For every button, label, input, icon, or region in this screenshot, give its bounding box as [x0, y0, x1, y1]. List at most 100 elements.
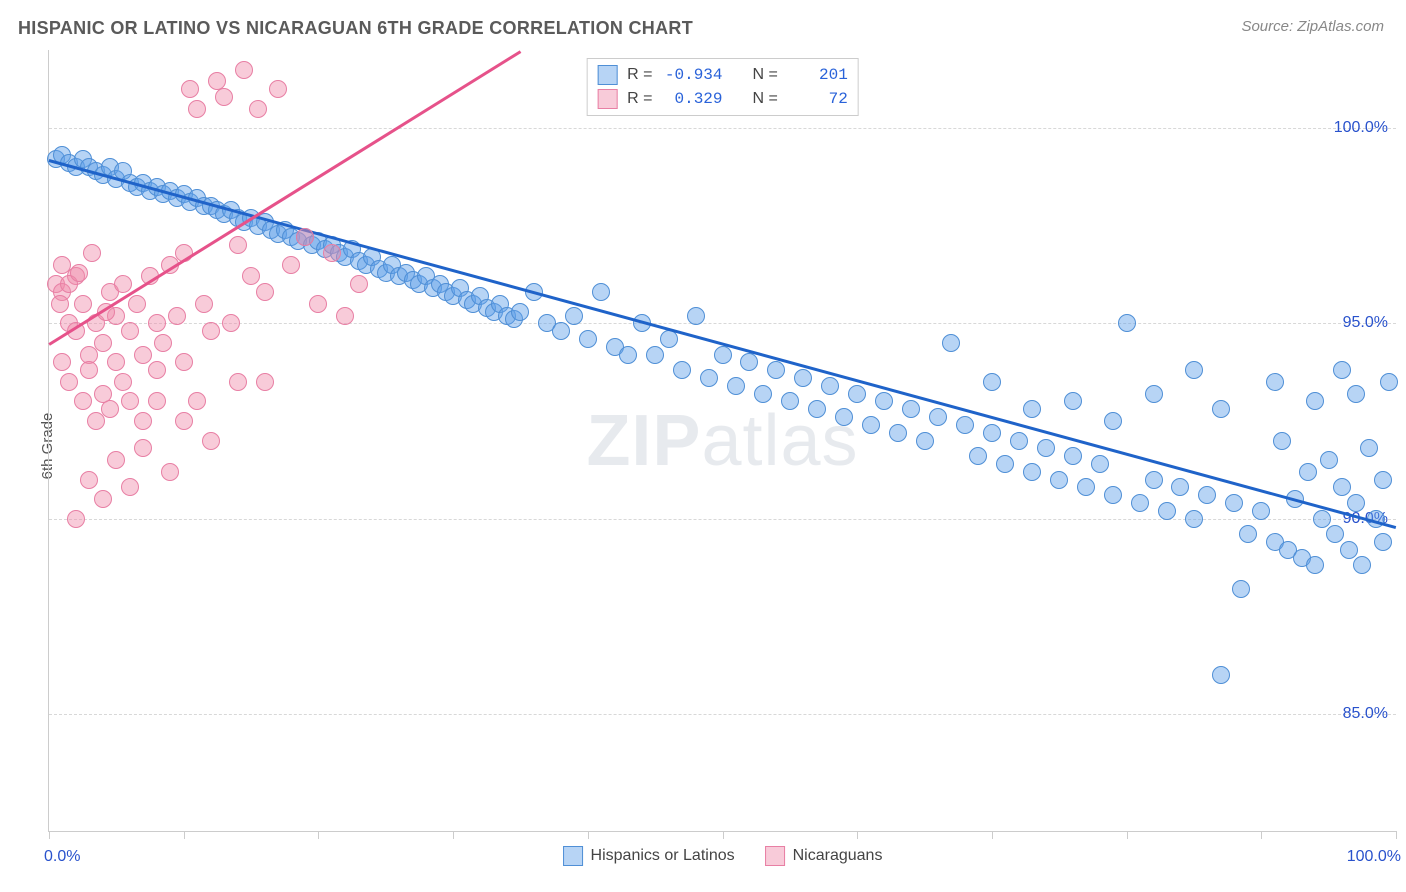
data-point: [673, 361, 691, 379]
data-point: [249, 100, 267, 118]
data-point: [862, 416, 880, 434]
series-legend: Hispanics or Latinos Nicaraguans: [563, 846, 883, 866]
source-label: Source: ZipAtlas.com: [1241, 18, 1384, 35]
x-tick: [992, 831, 993, 839]
swatch-nicaraguan: [597, 89, 617, 109]
data-point: [1347, 494, 1365, 512]
data-point: [229, 236, 247, 254]
data-point: [1333, 478, 1351, 496]
data-point: [1037, 439, 1055, 457]
data-point: [754, 385, 772, 403]
data-point: [154, 334, 172, 352]
data-point: [80, 471, 98, 489]
data-point: [134, 346, 152, 364]
data-point: [101, 400, 119, 418]
data-point: [835, 408, 853, 426]
data-point: [1273, 432, 1291, 450]
data-point: [714, 346, 732, 364]
data-point: [148, 392, 166, 410]
data-point: [175, 353, 193, 371]
data-point: [235, 61, 253, 79]
data-point: [1320, 451, 1338, 469]
data-point: [1145, 385, 1163, 403]
data-point: [74, 392, 92, 410]
data-point: [53, 353, 71, 371]
data-point: [1360, 439, 1378, 457]
data-point: [767, 361, 785, 379]
data-point: [996, 455, 1014, 473]
data-point: [350, 275, 368, 293]
data-point: [256, 283, 274, 301]
x-max-label: 100.0%: [1347, 848, 1401, 866]
y-tick-label: 95.0%: [1343, 314, 1388, 332]
data-point: [282, 256, 300, 274]
data-point: [1118, 314, 1136, 332]
swatch-hispanic: [597, 65, 617, 85]
data-point: [1347, 385, 1365, 403]
data-point: [94, 334, 112, 352]
data-point: [107, 451, 125, 469]
data-point: [1374, 471, 1392, 489]
data-point: [1313, 510, 1331, 528]
data-point: [148, 314, 166, 332]
data-point: [740, 353, 758, 371]
data-point: [80, 361, 98, 379]
data-point: [1185, 510, 1203, 528]
data-point: [969, 447, 987, 465]
data-point: [181, 80, 199, 98]
x-min-label: 0.0%: [44, 848, 80, 866]
data-point: [74, 295, 92, 313]
data-point: [1198, 486, 1216, 504]
data-point: [889, 424, 907, 442]
data-point: [1010, 432, 1028, 450]
data-point: [202, 322, 220, 340]
data-point: [794, 369, 812, 387]
data-point: [296, 228, 314, 246]
stats-row-nicaraguan: R = 0.329 N = 72: [597, 87, 848, 111]
data-point: [1064, 392, 1082, 410]
data-point: [781, 392, 799, 410]
data-point: [646, 346, 664, 364]
data-point: [1239, 525, 1257, 543]
trend-line: [49, 159, 1397, 528]
data-point: [983, 424, 1001, 442]
data-point: [1299, 463, 1317, 481]
data-point: [60, 373, 78, 391]
data-point: [134, 439, 152, 457]
data-point: [309, 295, 327, 313]
x-tick: [1127, 831, 1128, 839]
data-point: [1185, 361, 1203, 379]
data-point: [1380, 373, 1398, 391]
gridline: [49, 323, 1396, 324]
data-point: [875, 392, 893, 410]
data-point: [51, 295, 69, 313]
data-point: [114, 275, 132, 293]
data-point: [1131, 494, 1149, 512]
data-point: [202, 432, 220, 450]
data-point: [1050, 471, 1068, 489]
x-tick: [453, 831, 454, 839]
data-point: [552, 322, 570, 340]
data-point: [808, 400, 826, 418]
data-point: [1023, 400, 1041, 418]
data-point: [929, 408, 947, 426]
data-point: [229, 373, 247, 391]
x-tick: [184, 831, 185, 839]
data-point: [83, 244, 101, 262]
data-point: [256, 373, 274, 391]
legend-item-nicaraguan: Nicaraguans: [765, 846, 883, 866]
data-point: [107, 353, 125, 371]
stats-legend: R = -0.934 N = 201 R = 0.329 N = 72: [586, 58, 859, 116]
x-tick: [1396, 831, 1397, 839]
data-point: [215, 88, 233, 106]
x-tick: [588, 831, 589, 839]
data-point: [94, 490, 112, 508]
data-point: [269, 80, 287, 98]
stats-row-hispanic: R = -0.934 N = 201: [597, 63, 848, 87]
data-point: [168, 307, 186, 325]
data-point: [67, 510, 85, 528]
x-tick: [49, 831, 50, 839]
data-point: [128, 295, 146, 313]
data-point: [565, 307, 583, 325]
data-point: [70, 264, 88, 282]
